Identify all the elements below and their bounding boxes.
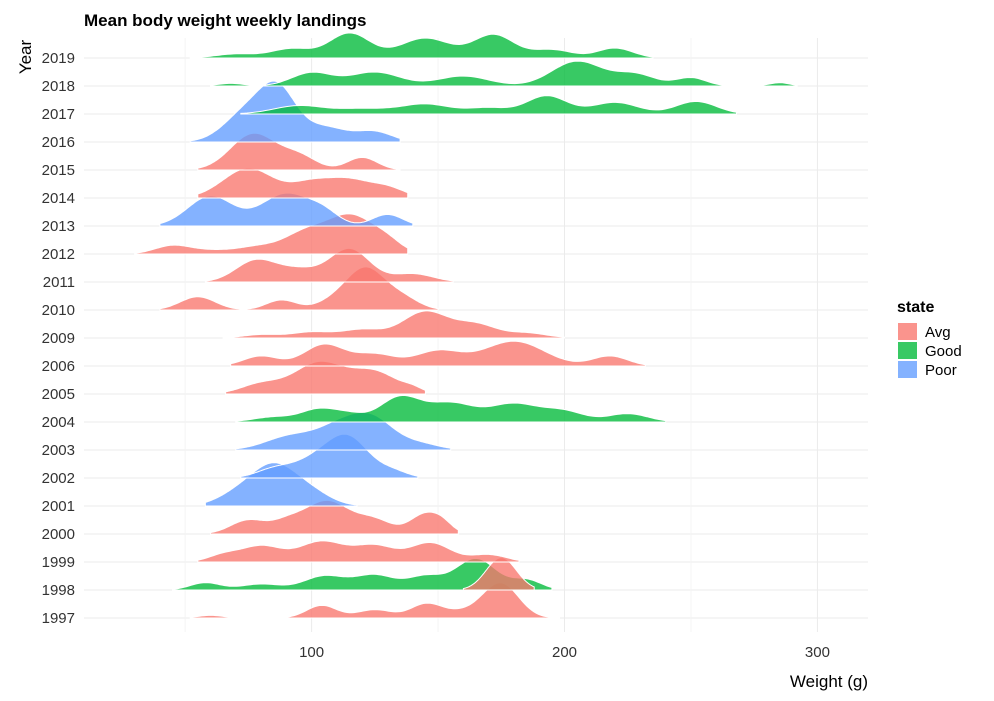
ridges (134, 32, 798, 619)
ridge-2017-good (240, 95, 737, 115)
legend-swatch-avg (898, 323, 917, 340)
ridge-2018-good (210, 60, 798, 87)
y-tick-label: 2019 (42, 50, 75, 67)
y-axis-label: Year (16, 39, 35, 74)
legend-label-poor: Poor (925, 362, 957, 379)
ridge-2011-avg (204, 247, 454, 283)
y-tick-label: 2009 (42, 330, 75, 347)
ridge-2004-good (235, 395, 667, 423)
legend-swatch-good (898, 342, 917, 359)
legend-swatch-poor (898, 361, 917, 378)
y-tick-label: 1999 (42, 554, 75, 571)
ridge-2001-poor (204, 462, 358, 507)
y-tick-label: 2001 (42, 498, 75, 515)
y-tick-label: 2014 (42, 190, 75, 207)
legend-label-good: Good (925, 343, 962, 360)
y-tick-label: 2003 (42, 442, 75, 459)
legend-title: state (897, 299, 934, 316)
y-tick-label: 2005 (42, 386, 75, 403)
legend: state Avg Good Poor (897, 299, 962, 379)
x-tick-label: 200 (552, 644, 577, 661)
ridge-2014-avg (197, 167, 409, 199)
ridge-2009-avg (222, 310, 565, 339)
y-tick-label: 1998 (42, 582, 75, 599)
y-tick-label: 2018 (42, 78, 75, 95)
y-tick-label: 1997 (42, 610, 75, 627)
ridge-1999-avg (197, 540, 520, 563)
legend-label-avg: Avg (925, 324, 951, 341)
y-tick-label: 2011 (43, 274, 75, 291)
y-tick-label: 2015 (42, 162, 75, 179)
y-tick-label: 2004 (42, 414, 75, 431)
y-tick-label: 2012 (42, 246, 75, 263)
x-tick-label: 100 (299, 644, 324, 661)
y-tick-label: 2000 (42, 526, 75, 543)
y-tick-label: 2013 (42, 218, 75, 235)
ridge-2006-avg (230, 340, 646, 367)
x-tick-label: 300 (805, 644, 830, 661)
x-axis-label: Weight (g) (790, 672, 868, 691)
y-tick-label: 2010 (42, 302, 75, 319)
y-tick-label: 2017 (42, 106, 75, 123)
y-tick-labels: 1997 1998 1999 2000 2001 2002 2003 2004 2005 2006… (42, 50, 75, 627)
y-tick-label: 2016 (42, 134, 75, 151)
ridge-2019-good (189, 32, 654, 59)
chart-title: Mean body weight weekly landings (84, 11, 366, 30)
y-tick-label: 2002 (42, 470, 75, 487)
y-tick-label: 2006 (42, 358, 75, 375)
x-tick-labels: 100 200 300 (299, 644, 830, 661)
